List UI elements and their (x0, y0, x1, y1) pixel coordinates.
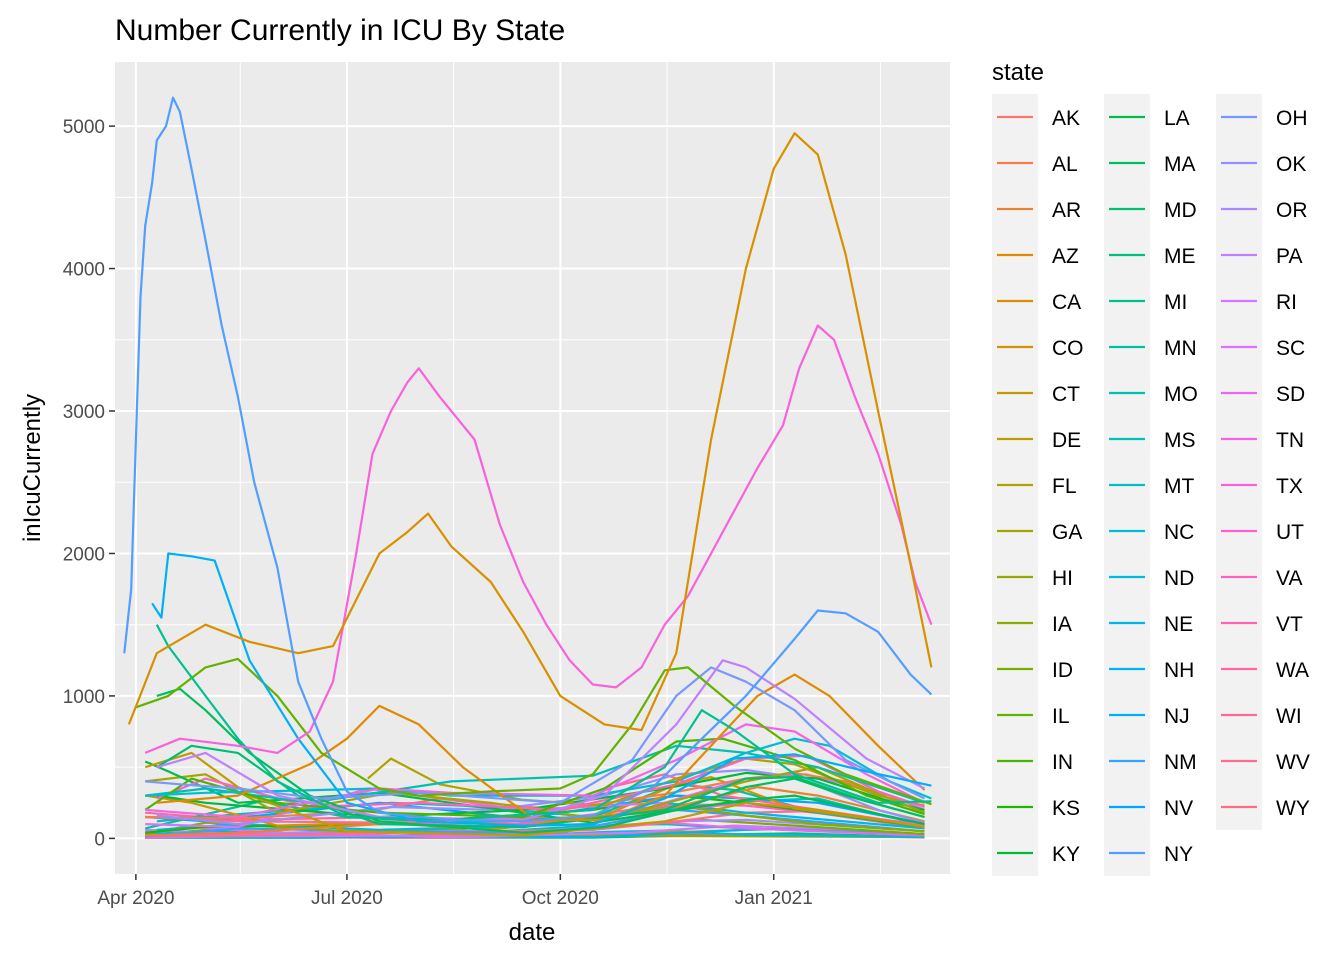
series-line-ny (123, 96, 933, 823)
legend-label-al: AL (1052, 153, 1078, 176)
series-layer (123, 96, 933, 839)
legend-label-la: LA (1164, 107, 1190, 130)
legend-label-ky: KY (1052, 843, 1080, 866)
y-tick-label: 3000 (63, 402, 105, 423)
series-line-ca (127, 132, 933, 732)
legend-label-ca: CA (1052, 291, 1081, 314)
legend-label-co: CO (1052, 337, 1084, 360)
series-line-il (135, 657, 932, 806)
legend-label-de: DE (1052, 429, 1081, 452)
series-line-co (145, 776, 925, 831)
legend-label-or: OR (1276, 199, 1308, 222)
y-tick-label: 0 (94, 829, 105, 850)
legend-label-ms: MS (1164, 429, 1196, 452)
series-line-ky (156, 771, 925, 819)
legend-label-pa: PA (1276, 245, 1302, 268)
chart-title: Number Currently in ICU By State (115, 14, 565, 47)
x-tick-label: Jan 2021 (735, 888, 813, 909)
series-line-md (156, 744, 925, 829)
legend-label-ar: AR (1052, 199, 1081, 222)
legend-label-mn: MN (1164, 337, 1197, 360)
legend-label-wv: WV (1276, 751, 1310, 774)
legend-label-mt: MT (1164, 475, 1194, 498)
legend-label-nv: NV (1164, 797, 1193, 820)
legend-label-nh: NH (1164, 659, 1194, 682)
legend-label-wa: WA (1276, 659, 1309, 682)
y-tick-label: 1000 (63, 687, 105, 708)
legend-label-ga: GA (1052, 521, 1082, 544)
legend-label-ok: OK (1276, 153, 1306, 176)
legend-label-ny: NY (1164, 843, 1193, 866)
legend-label-nc: NC (1164, 521, 1194, 544)
legend-label-vt: VT (1276, 613, 1303, 636)
legend-label-in: IN (1052, 751, 1073, 774)
legend-label-mi: MI (1164, 291, 1187, 314)
series-line-la (144, 760, 925, 826)
y-tick-label: 5000 (63, 117, 105, 138)
legend-label-nm: NM (1164, 751, 1197, 774)
legend-label-ut: UT (1276, 521, 1304, 544)
legend-label-tx: TX (1276, 475, 1303, 498)
legend-label-wy: WY (1276, 797, 1310, 820)
legend-label-md: MD (1164, 199, 1197, 222)
series-line-nc (145, 737, 932, 800)
legend-title: state (992, 59, 1044, 86)
x-tick-label: Apr 2020 (97, 888, 174, 909)
legend-label-sc: SC (1276, 337, 1305, 360)
legend-label-me: ME (1164, 245, 1196, 268)
legend-label-hi: HI (1052, 567, 1073, 590)
legend-label-ma: MA (1164, 153, 1196, 176)
legend-label-ks: KS (1052, 797, 1080, 820)
x-tick-label: Jul 2020 (311, 888, 383, 909)
legend-label-nj: NJ (1164, 705, 1190, 728)
legend-label-sd: SD (1276, 383, 1305, 406)
series-line-mi (155, 624, 932, 821)
series-line-ct (144, 751, 925, 837)
series-line-pa (156, 659, 926, 821)
legend: AK AL AR AZ CA CO CT DE FL GA HI IA ID IL IN KS KY LA MA MD… (992, 94, 1310, 876)
series-line-in (144, 737, 925, 819)
legend-label-wi: WI (1276, 705, 1302, 728)
legend-label-il: IL (1052, 705, 1070, 728)
legend-label-az: AZ (1052, 245, 1079, 268)
series-line-tx (144, 324, 933, 754)
legend-label-ct: CT (1052, 383, 1080, 406)
legend-label-tn: TN (1276, 429, 1304, 452)
legend-label-oh: OH (1276, 107, 1308, 130)
legend-label-ia: IA (1052, 613, 1072, 636)
y-axis-title: inIcuCurrently (19, 394, 46, 542)
series-line-oh (145, 666, 925, 804)
x-tick-label: Oct 2020 (522, 888, 599, 909)
legend-label-id: ID (1052, 659, 1073, 682)
legend-label-ri: RI (1276, 291, 1297, 314)
y-tick-label: 4000 (63, 260, 105, 281)
legend-key-column (1216, 94, 1262, 830)
y-tick-label: 2000 (63, 544, 105, 565)
legend-label-ak: AK (1052, 107, 1080, 130)
legend-label-mo: MO (1164, 383, 1198, 406)
x-axis-title: date (509, 919, 556, 946)
legend-label-va: VA (1276, 567, 1302, 590)
legend-label-fl: FL (1052, 475, 1077, 498)
legend-label-ne: NE (1164, 613, 1193, 636)
legend-label-nd: ND (1164, 567, 1194, 590)
series-line-ma (156, 687, 925, 834)
axis-layer: 0 1000 2000 3000 4000 5000 Apr 2020 Jul 2020 Oct… (63, 117, 813, 909)
